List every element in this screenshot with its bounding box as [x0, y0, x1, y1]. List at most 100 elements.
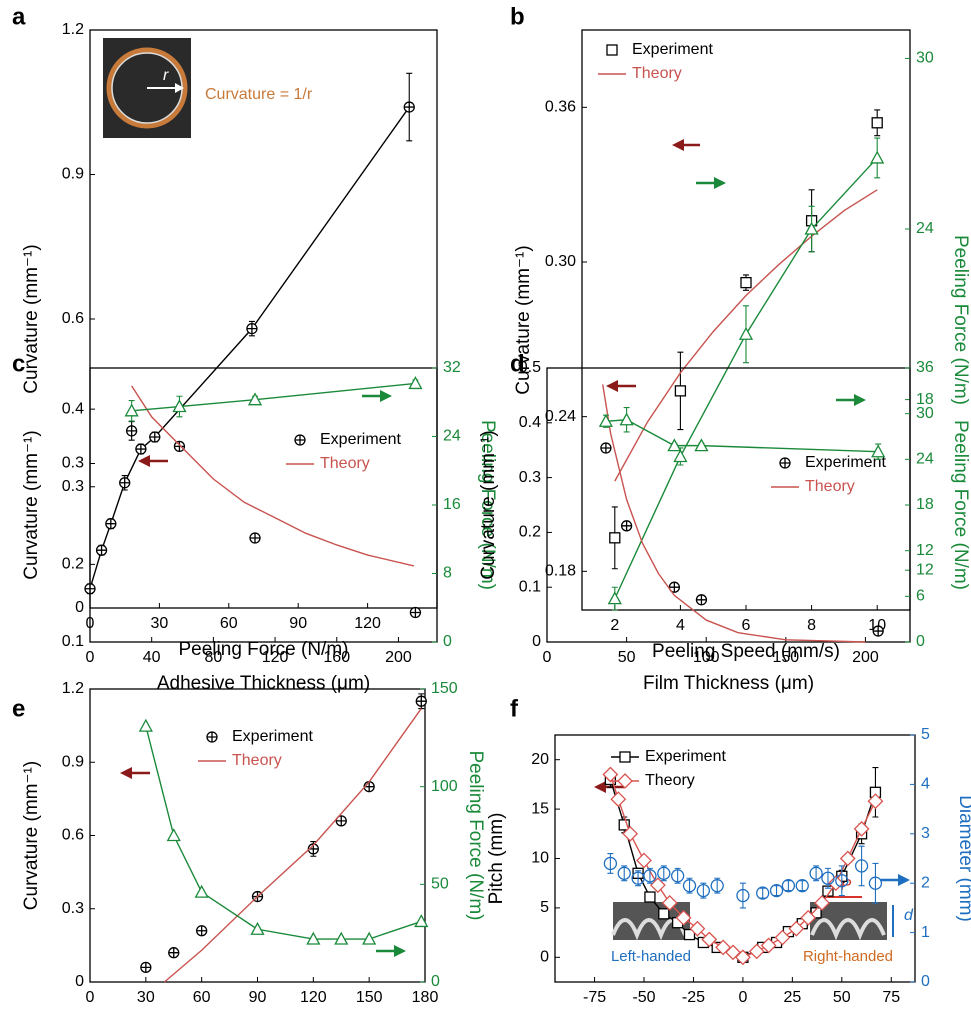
x-tick-label: 120: [354, 615, 381, 632]
x-tick-label: 30: [151, 615, 169, 632]
inset-ring: [106, 47, 188, 129]
y-tick-label: 1.2: [62, 680, 84, 697]
x-tick-label: -25: [682, 989, 705, 1006]
x-tick-label: 40: [143, 649, 161, 666]
marker: [335, 815, 347, 827]
y-tick-label: 0.6: [62, 827, 84, 844]
legend-label: Theory: [805, 478, 855, 495]
marker: [675, 909, 692, 926]
marker: [657, 866, 671, 880]
y2-tick-label: 6: [916, 588, 925, 605]
y2-axis-label: Peeling Force (N/m): [950, 235, 971, 405]
marker: [140, 961, 152, 973]
helix: [810, 918, 886, 941]
error-bar: [739, 882, 746, 909]
marker: [740, 276, 752, 289]
y-axis-label: Curvature (mm⁻¹): [513, 245, 534, 394]
marker: [649, 877, 666, 894]
y-tick-label: 0.5: [519, 359, 541, 376]
x-tick-label: 90: [289, 615, 307, 632]
marker: [736, 888, 750, 903]
y-tick-label: 15: [531, 800, 549, 817]
legend-label: Theory: [645, 772, 695, 789]
series-line: [145, 725, 422, 940]
series-line: [614, 189, 878, 482]
x-tick-label: 2: [610, 617, 619, 634]
x-tick-label: 25: [783, 989, 801, 1006]
marker: [674, 385, 687, 397]
series-line: [89, 106, 410, 589]
marker: [603, 856, 618, 871]
marker: [872, 625, 884, 637]
legend-label: Experiment: [232, 728, 313, 745]
y-tick-label: 0.4: [62, 400, 84, 417]
y2-axis-label: Peeling Force (N/m): [477, 420, 498, 590]
x-tick-label: 120: [300, 989, 327, 1006]
x-tick-label: 60: [220, 615, 238, 632]
x-axis-label: Peeling Speed (mm/s): [652, 641, 840, 662]
y-tick-label: 0.1: [62, 633, 84, 650]
marker: [620, 520, 633, 532]
plot-frame: [546, 367, 911, 643]
y2-tick-label: 150: [431, 680, 458, 697]
marker: [835, 874, 849, 888]
error-bar: [838, 865, 845, 897]
marker: [610, 791, 627, 808]
marker: [854, 859, 869, 873]
y2-tick-label: 18: [916, 496, 934, 513]
marker: [670, 869, 685, 883]
marker: [715, 939, 732, 956]
series-line: [131, 382, 416, 412]
y2-axis-label: Peeling Force (N/m): [465, 751, 486, 921]
marker: [617, 866, 631, 880]
marker: [362, 931, 377, 945]
y2-tick-label: 1: [921, 924, 930, 941]
marker: [804, 221, 819, 235]
marker: [415, 695, 427, 707]
marker: [414, 914, 429, 928]
x-tick-label: 160: [323, 649, 350, 666]
y2-tick-label: 12: [916, 561, 934, 578]
marker: [246, 323, 258, 335]
y2-tick-label: 0: [921, 973, 930, 990]
marker: [196, 925, 208, 937]
annotation: Curvature = 1/r: [205, 86, 313, 103]
y-tick-label: 0.2: [519, 524, 541, 541]
y-axis-label: Curvature (mm⁻¹): [478, 430, 499, 579]
marker: [748, 943, 765, 960]
x-axis-label: Peeling Force (N/m): [179, 639, 349, 660]
y-tick-label: 0.1: [519, 578, 541, 595]
marker: [658, 908, 670, 920]
x-tick-label: 90: [249, 989, 267, 1006]
marker: [250, 921, 265, 935]
marker: [206, 731, 218, 743]
marker: [622, 825, 639, 842]
marker: [809, 866, 823, 880]
marker: [871, 444, 886, 458]
error-bar: [858, 845, 865, 887]
y-tick-label: 0.30: [545, 253, 576, 270]
x-tick-label: 120: [262, 649, 289, 666]
x-axis-label: Adhesive Thickness (μm): [157, 673, 370, 694]
marker: [667, 438, 682, 452]
annotation: Left-handed: [611, 948, 691, 965]
y-tick-label: 0.24: [545, 408, 576, 425]
x-tick-label: 6: [742, 617, 751, 634]
y-tick-label: 1.2: [62, 21, 84, 38]
marker: [668, 581, 681, 593]
y2-tick-label: 4: [921, 776, 930, 793]
panel-label: d: [510, 350, 525, 377]
marker: [710, 879, 724, 893]
x-tick-label: 180: [412, 989, 439, 1006]
y-tick-label: 10: [531, 850, 549, 867]
marker: [774, 929, 791, 946]
panel-label: e: [12, 695, 25, 722]
y-tick-label: 0.3: [62, 900, 84, 917]
marker: [403, 101, 415, 113]
error-bar: [785, 880, 792, 892]
series-line: [131, 385, 415, 567]
error-bar: [686, 877, 693, 894]
y2-tick-label: 36: [916, 359, 934, 376]
y-tick-label: 0.36: [545, 99, 576, 116]
error-bar: [635, 870, 642, 887]
